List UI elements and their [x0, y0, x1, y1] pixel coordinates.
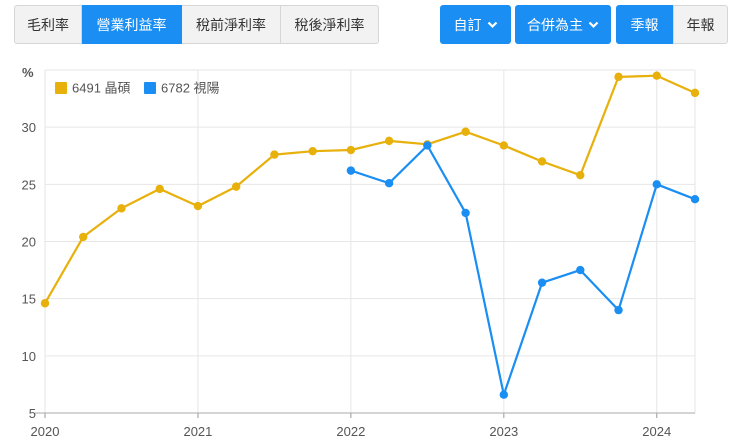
data-point [461, 127, 470, 136]
data-point [193, 201, 203, 211]
data-point [576, 265, 585, 275]
tab-net-margin[interactable]: 稅後淨利率 [281, 5, 379, 44]
data-point [576, 170, 585, 180]
data-point [652, 71, 661, 80]
data-point [384, 136, 394, 146]
legend-swatch [55, 82, 67, 94]
y-tick-label: 25 [22, 177, 36, 192]
scope-label: 合併為主 [527, 16, 583, 33]
data-point [690, 194, 700, 204]
y-tick-label: 15 [22, 292, 36, 307]
data-point [690, 88, 700, 98]
scope-dropdown-button[interactable]: 合併為主 [515, 5, 611, 44]
series-line-1 [350, 144, 696, 396]
x-tick-label: 2022 [336, 424, 365, 439]
data-point [499, 141, 509, 150]
metric-tabs: 毛利率 營業利益率 稅前淨利率 稅後淨利率 [14, 5, 379, 44]
data-point [461, 208, 470, 218]
custom-label: 自訂 [453, 16, 482, 33]
tab-operating-margin[interactable]: 營業利益率 [82, 5, 182, 44]
chevron-down-icon [588, 21, 599, 29]
series-line-0 [44, 74, 696, 304]
data-point [40, 299, 50, 308]
data-point [155, 184, 164, 194]
quarterly-button[interactable]: 季報 [616, 5, 673, 44]
y-tick-label: 30 [22, 120, 36, 135]
x-tick-label: 2023 [489, 424, 518, 439]
x-tick-label: 2021 [183, 424, 212, 439]
data-point [537, 278, 547, 287]
chevron-down-icon [487, 21, 498, 29]
data-point [346, 145, 356, 155]
data-point [652, 180, 661, 189]
y-tick-label: 10 [22, 349, 36, 364]
data-point [614, 305, 623, 315]
legend-label: 6491 晶碩 [72, 81, 131, 96]
y-tick-label: 20 [22, 235, 36, 250]
data-point [499, 390, 509, 399]
data-point [384, 178, 394, 188]
y-axis-unit-label: % [22, 65, 34, 80]
data-point [614, 72, 623, 82]
data-point [537, 157, 547, 166]
tab-pretax-margin[interactable]: 稅前淨利率 [182, 5, 281, 44]
x-tick-label: 2020 [31, 424, 60, 439]
tab-gross-margin[interactable]: 毛利率 [14, 5, 82, 44]
data-point [270, 150, 279, 159]
data-point [346, 166, 356, 175]
annual-button[interactable]: 年報 [673, 5, 728, 44]
data-point [79, 232, 88, 242]
x-tick-label: 2024 [642, 424, 671, 439]
legend-swatch [144, 82, 156, 94]
data-point [231, 182, 241, 191]
data-point [308, 146, 317, 156]
legend-label: 6782 視陽 [161, 81, 220, 96]
data-point [423, 141, 432, 150]
y-tick-label: 5 [29, 406, 36, 421]
custom-dropdown-button[interactable]: 自訂 [440, 5, 511, 44]
data-point [117, 204, 126, 213]
